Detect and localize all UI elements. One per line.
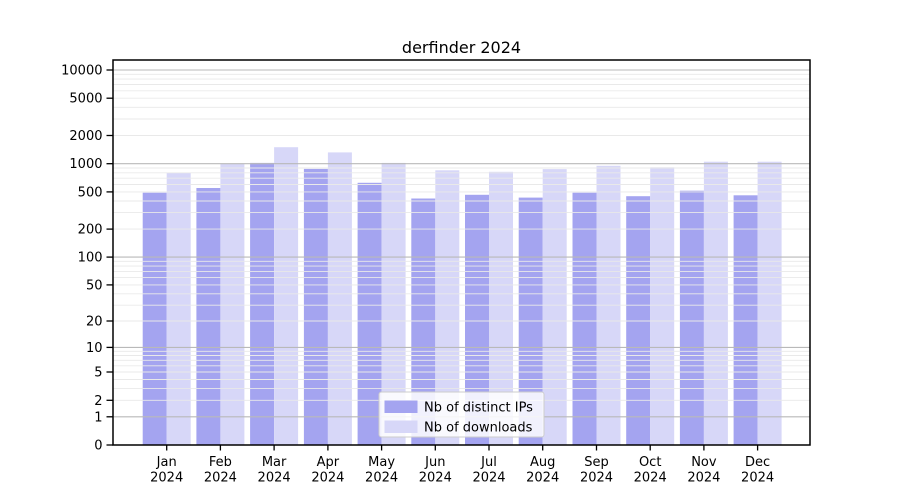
x-tick-label-sep: Sep 2024: [580, 455, 613, 486]
legend-label-distinct-ips: Nb of distinct IPs: [424, 401, 533, 416]
bar-distinct-ips-nov: [679, 190, 704, 445]
bar-distinct-ips-apr: [303, 168, 328, 445]
x-tick-label-jun: Jun 2024: [419, 455, 452, 486]
bar-distinct-ips-jan: [142, 192, 167, 445]
chart-title: derfinder 2024: [402, 38, 521, 57]
bar-distinct-ips-sep: [572, 192, 597, 445]
y-tick-label: 500: [78, 185, 103, 200]
bar-downloads-oct: [650, 167, 675, 446]
bar-distinct-ips-feb: [196, 188, 221, 445]
x-tick-label-aug: Aug 2024: [526, 455, 559, 486]
x-tick-label-jan: Jan 2024: [150, 455, 183, 486]
bar-distinct-ips-dec: [733, 195, 758, 445]
y-tick-label: 0: [94, 439, 102, 454]
y-tick-label: 10000: [61, 64, 102, 79]
y-tick-label: 10: [86, 341, 103, 356]
y-tick-label: 200: [78, 223, 103, 238]
bar-downloads-dec: [757, 161, 782, 445]
bar-downloads-mar: [274, 147, 299, 445]
axes-layer: 0 12 5 10 20 50 100 200 500 1000 2000 5000 10000 Jan 2…: [61, 59, 811, 486]
legend-box: [378, 391, 545, 438]
y-tick-label: 100: [78, 251, 103, 266]
bar-downloads-feb: [220, 163, 245, 445]
y-tick-label: 50: [86, 278, 103, 293]
x-tick-label-mar: Mar 2024: [258, 455, 291, 486]
y-tick-label: 5000: [69, 92, 102, 107]
y-tick-label: 1: [94, 410, 102, 425]
bar-downloads-jan: [166, 172, 191, 446]
bar-downloads-aug: [542, 169, 567, 445]
legend-swatch-distinct-ips: [384, 400, 418, 413]
x-tick-label-oct: Oct 2024: [634, 455, 667, 486]
legend-label-downloads: Nb of downloads: [424, 421, 533, 436]
bar-distinct-ips-may: [357, 182, 382, 446]
legend-swatch-downloads: [384, 420, 418, 433]
x-tick-label-feb: Feb 2024: [204, 455, 237, 486]
y-tick-label: 20: [86, 315, 103, 330]
y-tick-label: 2000: [69, 129, 102, 144]
bar-downloads-nov: [703, 161, 728, 445]
y-tick-label: 1000: [69, 157, 102, 172]
x-tick-label-may: May 2024: [365, 455, 398, 486]
bar-distinct-ips-mar: [250, 162, 275, 445]
y-tick-label: 5: [94, 366, 102, 381]
x-tick-label-dec: Dec 2024: [741, 455, 774, 486]
x-tick-label-jul: Jul 2024: [472, 455, 505, 486]
x-tick-label-apr: Apr 2024: [311, 455, 344, 486]
bar-downloads-apr: [327, 152, 352, 445]
legend: Nb of distinct IPs Nb of downloads: [378, 391, 545, 438]
y-tick-label: 2: [94, 394, 102, 409]
x-tick-label-nov: Nov 2024: [687, 455, 720, 486]
plot-frame: [112, 59, 811, 446]
